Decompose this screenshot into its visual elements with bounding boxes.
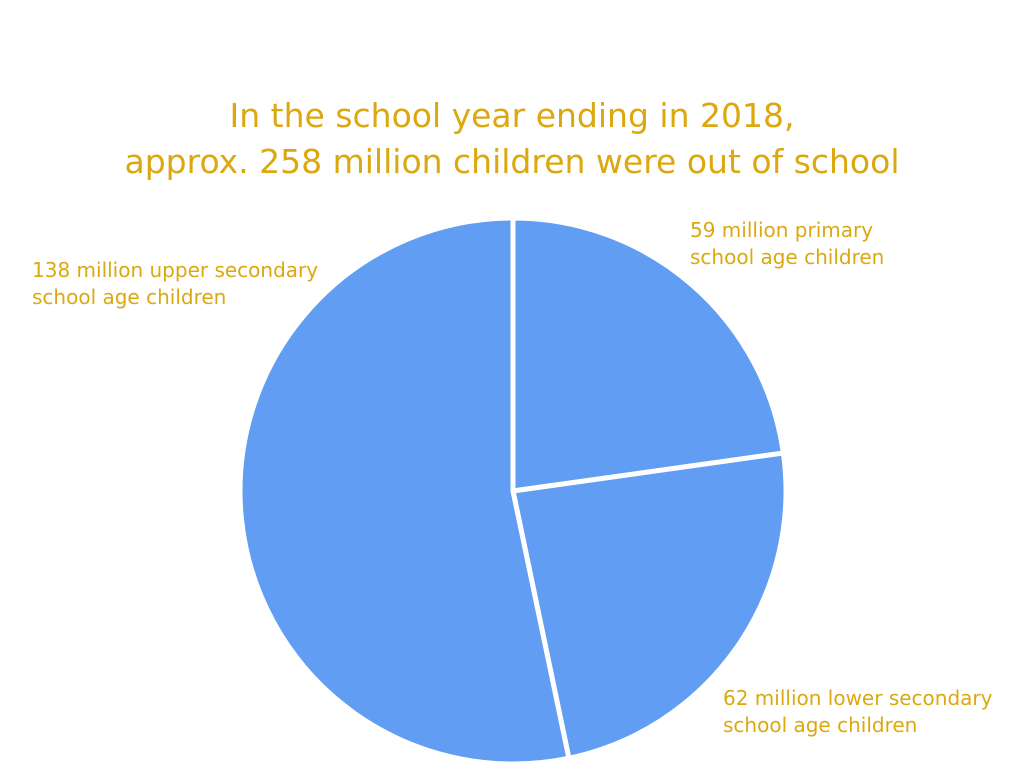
slice-label-upper-secondary-line-1: 138 million upper secondary [32, 258, 319, 282]
chart-title-line-1: In the school year ending in 2018, [229, 96, 795, 135]
slice-label-upper-secondary-line-2: school age children [32, 285, 227, 309]
pie-slice-upper-secondary [237, 215, 572, 767]
pie-slice-lower-secondary [510, 450, 789, 761]
slice-label-primary-line-1: 59 million primary [690, 218, 874, 242]
pie-slices [237, 215, 789, 767]
slice-label-primary: 59 million primary school age children [690, 217, 884, 271]
slice-label-lower-secondary: 62 million lower secondary school age ch… [723, 685, 992, 739]
slice-label-lower-secondary-line-1: 62 million lower secondary [723, 686, 993, 710]
slice-label-lower-secondary-line-2: school age children [723, 713, 918, 737]
slice-label-primary-line-2: school age children [690, 245, 885, 269]
pie-slice-primary [510, 215, 786, 494]
chart-title-line-2: approx. 258 million children were out of… [124, 142, 900, 181]
slice-label-upper-secondary: 138 million upper secondary school age c… [32, 257, 318, 311]
